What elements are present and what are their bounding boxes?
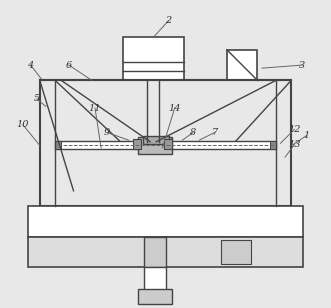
- Text: 4: 4: [27, 61, 34, 70]
- Text: 12: 12: [288, 125, 301, 134]
- Text: 11: 11: [89, 103, 101, 112]
- Bar: [144, 237, 166, 267]
- Text: 10: 10: [17, 120, 29, 129]
- Bar: [138, 289, 172, 304]
- Text: 5: 5: [34, 94, 40, 103]
- Bar: [122, 38, 184, 80]
- Text: 3: 3: [299, 61, 305, 70]
- Text: 6: 6: [66, 61, 72, 70]
- Bar: [144, 267, 166, 295]
- Bar: [40, 80, 291, 206]
- Text: 14: 14: [168, 103, 181, 112]
- Bar: [133, 139, 141, 149]
- Text: 13: 13: [288, 140, 301, 149]
- Bar: [27, 206, 304, 237]
- Text: 1: 1: [304, 131, 310, 140]
- Bar: [55, 141, 61, 149]
- Text: 7: 7: [212, 128, 218, 137]
- Text: 2: 2: [166, 16, 172, 25]
- Bar: [227, 50, 258, 80]
- Bar: [143, 136, 168, 144]
- Bar: [221, 240, 251, 264]
- Bar: [55, 141, 276, 149]
- Bar: [270, 141, 276, 149]
- Bar: [138, 137, 172, 154]
- Bar: [164, 139, 172, 149]
- Text: 9: 9: [104, 128, 110, 137]
- Text: 8: 8: [190, 128, 196, 137]
- Bar: [27, 237, 304, 267]
